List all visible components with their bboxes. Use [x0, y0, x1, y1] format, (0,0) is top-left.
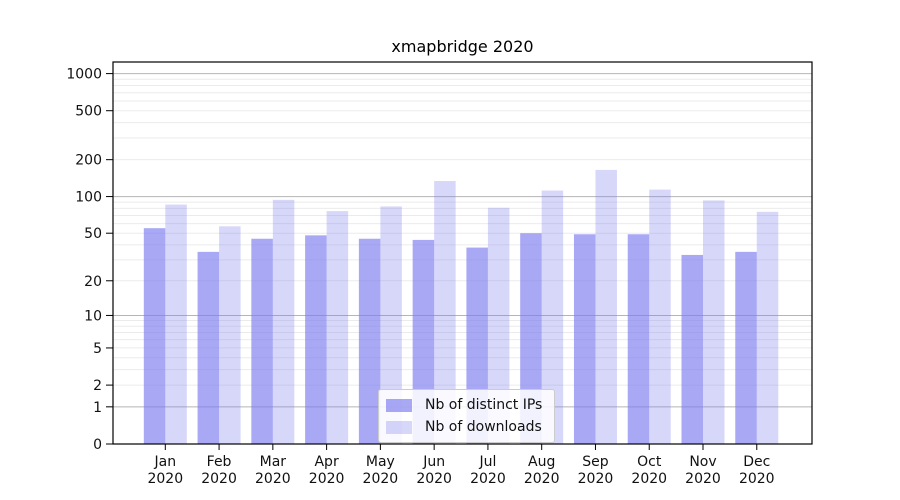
- x-tick-label: Jan: [154, 454, 177, 470]
- bar-distinct-ips: [735, 251, 757, 444]
- y-tick-label: 0: [93, 437, 102, 453]
- x-tick-label: May: [366, 454, 395, 470]
- x-tick-label-year: 2020: [201, 471, 237, 487]
- bar-distinct-ips: [251, 238, 273, 444]
- y-tick-label: 200: [75, 153, 102, 169]
- x-tick-label: Mar: [260, 454, 287, 470]
- y-tick-label: 10: [84, 308, 102, 324]
- bar-downloads: [541, 190, 564, 444]
- y-tick-label: 20: [84, 274, 102, 290]
- x-tick-label: Apr: [314, 454, 338, 470]
- plot-frame: [112, 61, 813, 445]
- bar-downloads: [380, 206, 402, 444]
- y-tick-label: 100: [75, 190, 102, 206]
- downloads-swatch-icon: [386, 420, 412, 434]
- x-tick-label-year: 2020: [470, 471, 506, 487]
- bar-downloads: [595, 169, 617, 444]
- x-tick-label: Oct: [637, 454, 662, 470]
- x-tick-label-year: 2020: [363, 471, 399, 487]
- legend-label-distinct-ips: Nb of distinct IPs: [425, 397, 543, 413]
- y-tick-label: 500: [75, 104, 102, 120]
- bar-distinct-ips: [143, 228, 166, 444]
- bar-downloads: [272, 199, 295, 444]
- legend-item-distinct-ips: Nb of distinct IPs: [386, 397, 542, 413]
- bar-distinct-ips: [681, 254, 703, 444]
- x-tick-label-year: 2020: [255, 471, 291, 487]
- bar-downloads: [487, 207, 510, 444]
- bar-downloads: [326, 211, 349, 444]
- x-tick-label: Sep: [582, 454, 609, 470]
- x-tick-label-year: 2020: [416, 471, 452, 487]
- bar-distinct-ips: [358, 238, 381, 444]
- x-tick-label-year: 2020: [631, 471, 667, 487]
- bar-downloads: [434, 181, 456, 444]
- bar-distinct-ips: [197, 251, 220, 444]
- x-tick-label: Nov: [689, 454, 716, 470]
- bar-distinct-ips: [305, 235, 327, 444]
- bar-downloads: [703, 200, 725, 444]
- bar-distinct-ips: [627, 234, 650, 444]
- x-tick-label: Dec: [743, 454, 770, 470]
- legend-label-downloads: Nb of downloads: [425, 419, 542, 435]
- x-tick-label-year: 2020: [147, 471, 183, 487]
- y-tick-label: 5: [93, 341, 102, 357]
- chart-title: xmapbridge 2020: [391, 37, 534, 56]
- y-tick-label: 1000: [66, 67, 102, 83]
- y-tick-label: 50: [84, 226, 102, 242]
- x-tick-label-year: 2020: [739, 471, 775, 487]
- bar-downloads: [756, 211, 779, 444]
- bar-distinct-ips: [573, 234, 596, 444]
- x-tick-label-year: 2020: [309, 471, 345, 487]
- bar-downloads: [649, 189, 671, 444]
- x-tick-label-year: 2020: [524, 471, 560, 487]
- x-tick-label-year: 2020: [685, 471, 721, 487]
- x-tick-label: Aug: [528, 454, 555, 470]
- x-tick-label-year: 2020: [578, 471, 614, 487]
- x-tick-label: Feb: [207, 454, 232, 470]
- distinct-ips-swatch-icon: [386, 398, 412, 412]
- bar-downloads: [219, 226, 241, 444]
- x-tick-label: Jul: [478, 454, 496, 470]
- legend-item-downloads: Nb of downloads: [386, 419, 542, 435]
- legend-box: Nb of distinct IPs Nb of downloads: [378, 389, 556, 443]
- y-tick-label: 2: [93, 378, 102, 394]
- bar-downloads: [165, 204, 187, 444]
- x-tick-label: Jun: [422, 454, 445, 470]
- y-tick-label: 1: [93, 400, 102, 416]
